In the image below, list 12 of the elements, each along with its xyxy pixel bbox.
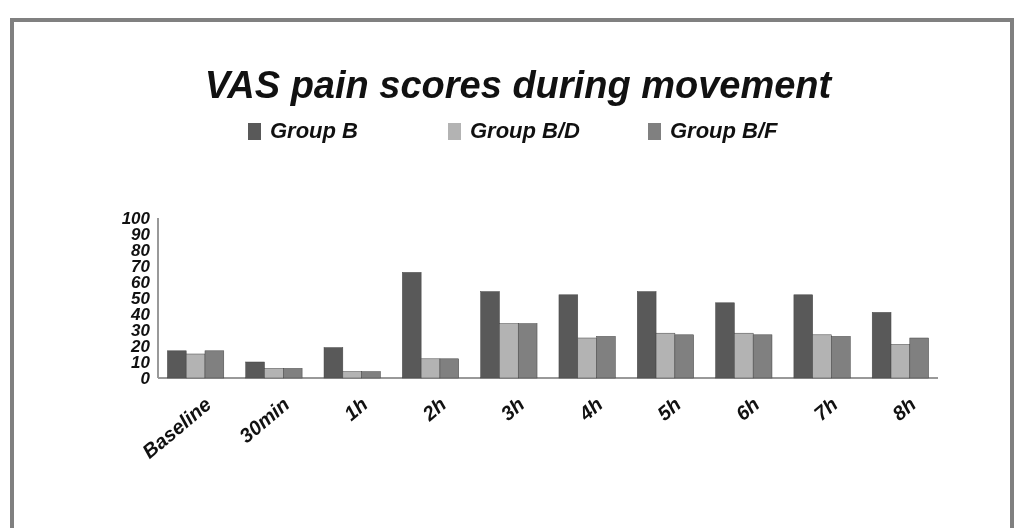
x-tick-label: 7h — [809, 392, 842, 425]
x-tick-label: 3h — [496, 392, 529, 425]
x-tick-label: 5h — [653, 392, 686, 425]
legend-label: Group B/F — [670, 118, 779, 143]
x-tick-label: 8h — [887, 392, 920, 425]
x-tick-label: 1h — [339, 392, 372, 425]
legend-label: Group B — [270, 118, 359, 143]
x-tick-label: 6h — [731, 392, 764, 425]
chart-title: VAS pain scores during movement — [204, 64, 833, 106]
legend-label: Group B/D — [470, 118, 581, 143]
x-tick-label: 4h — [573, 392, 607, 426]
x-tick-label: 2h — [417, 392, 451, 426]
